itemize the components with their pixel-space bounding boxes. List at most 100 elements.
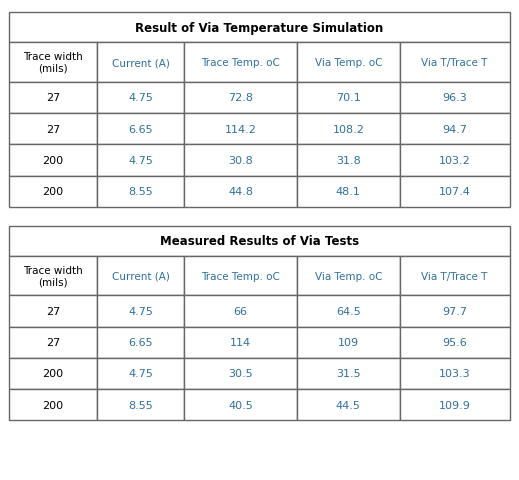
Text: 31.5: 31.5 xyxy=(336,369,361,379)
Text: 97.7: 97.7 xyxy=(442,306,467,316)
Text: 72.8: 72.8 xyxy=(228,93,253,103)
Text: 95.6: 95.6 xyxy=(442,337,467,348)
Bar xyxy=(9,145,97,176)
Bar xyxy=(297,114,400,145)
Text: 4.75: 4.75 xyxy=(128,93,153,103)
Bar xyxy=(297,358,400,389)
Bar xyxy=(184,296,297,327)
Bar xyxy=(400,176,510,207)
Text: 44.5: 44.5 xyxy=(336,400,361,410)
Text: 40.5: 40.5 xyxy=(228,400,253,410)
Bar xyxy=(9,176,97,207)
Bar xyxy=(97,327,184,358)
Bar xyxy=(97,358,184,389)
Bar xyxy=(9,256,97,296)
Bar xyxy=(297,176,400,207)
Text: Trace Temp. oC: Trace Temp. oC xyxy=(201,271,280,281)
Text: 27: 27 xyxy=(46,337,60,348)
Bar xyxy=(9,389,97,420)
Text: 108.2: 108.2 xyxy=(332,124,364,134)
Bar xyxy=(184,83,297,114)
Text: 200: 200 xyxy=(43,400,64,410)
Bar xyxy=(97,83,184,114)
Text: 66: 66 xyxy=(234,306,248,316)
Bar xyxy=(297,256,400,296)
Text: 70.1: 70.1 xyxy=(336,93,361,103)
Text: 94.7: 94.7 xyxy=(442,124,467,134)
Bar xyxy=(9,83,97,114)
Bar xyxy=(184,389,297,420)
Text: 30.8: 30.8 xyxy=(228,156,253,166)
Text: 27: 27 xyxy=(46,93,60,103)
Bar xyxy=(184,145,297,176)
Text: 30.5: 30.5 xyxy=(228,369,253,379)
Bar xyxy=(400,389,510,420)
Text: Trace Temp. oC: Trace Temp. oC xyxy=(201,58,280,68)
Bar xyxy=(184,327,297,358)
Bar xyxy=(297,327,400,358)
Bar xyxy=(97,114,184,145)
Text: Via Temp. oC: Via Temp. oC xyxy=(315,271,382,281)
Bar xyxy=(400,114,510,145)
Text: 200: 200 xyxy=(43,369,64,379)
Bar xyxy=(184,176,297,207)
Text: Trace width
(mils): Trace width (mils) xyxy=(23,52,83,73)
Bar xyxy=(97,43,184,83)
Text: 6.65: 6.65 xyxy=(128,337,153,348)
Bar xyxy=(184,256,297,296)
Bar xyxy=(9,114,97,145)
Text: 96.3: 96.3 xyxy=(442,93,467,103)
Bar xyxy=(297,145,400,176)
Text: Via T/Trace T: Via T/Trace T xyxy=(421,271,488,281)
Text: Current (A): Current (A) xyxy=(112,271,170,281)
Bar xyxy=(184,358,297,389)
Bar xyxy=(400,256,510,296)
Bar xyxy=(400,296,510,327)
Text: 114.2: 114.2 xyxy=(225,124,257,134)
Text: Result of Via Temperature Simulation: Result of Via Temperature Simulation xyxy=(135,22,384,35)
Text: 44.8: 44.8 xyxy=(228,187,253,197)
Text: Via T/Trace T: Via T/Trace T xyxy=(421,58,488,68)
Text: 114: 114 xyxy=(230,337,251,348)
Bar xyxy=(400,327,510,358)
Text: 4.75: 4.75 xyxy=(128,156,153,166)
Bar xyxy=(400,358,510,389)
Bar xyxy=(9,358,97,389)
Bar xyxy=(184,43,297,83)
Bar xyxy=(400,145,510,176)
Bar xyxy=(297,83,400,114)
Bar xyxy=(97,389,184,420)
Text: 4.75: 4.75 xyxy=(128,306,153,316)
Text: Current (A): Current (A) xyxy=(112,58,170,68)
Bar xyxy=(184,114,297,145)
Text: 27: 27 xyxy=(46,306,60,316)
Bar xyxy=(97,145,184,176)
Bar xyxy=(9,227,510,256)
Bar xyxy=(97,256,184,296)
Text: 200: 200 xyxy=(43,156,64,166)
Text: 200: 200 xyxy=(43,187,64,197)
Text: 8.55: 8.55 xyxy=(128,187,153,197)
Bar xyxy=(297,43,400,83)
Text: 64.5: 64.5 xyxy=(336,306,361,316)
Text: 6.65: 6.65 xyxy=(128,124,153,134)
Bar xyxy=(297,296,400,327)
Text: 103.2: 103.2 xyxy=(439,156,471,166)
Text: 107.4: 107.4 xyxy=(439,187,471,197)
Text: 103.3: 103.3 xyxy=(439,369,470,379)
Text: 31.8: 31.8 xyxy=(336,156,361,166)
Bar xyxy=(9,13,510,43)
Bar xyxy=(9,43,97,83)
Bar xyxy=(97,296,184,327)
Bar xyxy=(9,327,97,358)
Bar xyxy=(400,43,510,83)
Bar xyxy=(9,296,97,327)
Bar xyxy=(400,83,510,114)
Bar xyxy=(97,176,184,207)
Text: 27: 27 xyxy=(46,124,60,134)
Text: Trace width
(mils): Trace width (mils) xyxy=(23,265,83,287)
Text: Measured Results of Via Tests: Measured Results of Via Tests xyxy=(160,235,359,248)
Text: 109: 109 xyxy=(338,337,359,348)
Text: 8.55: 8.55 xyxy=(128,400,153,410)
Text: 48.1: 48.1 xyxy=(336,187,361,197)
